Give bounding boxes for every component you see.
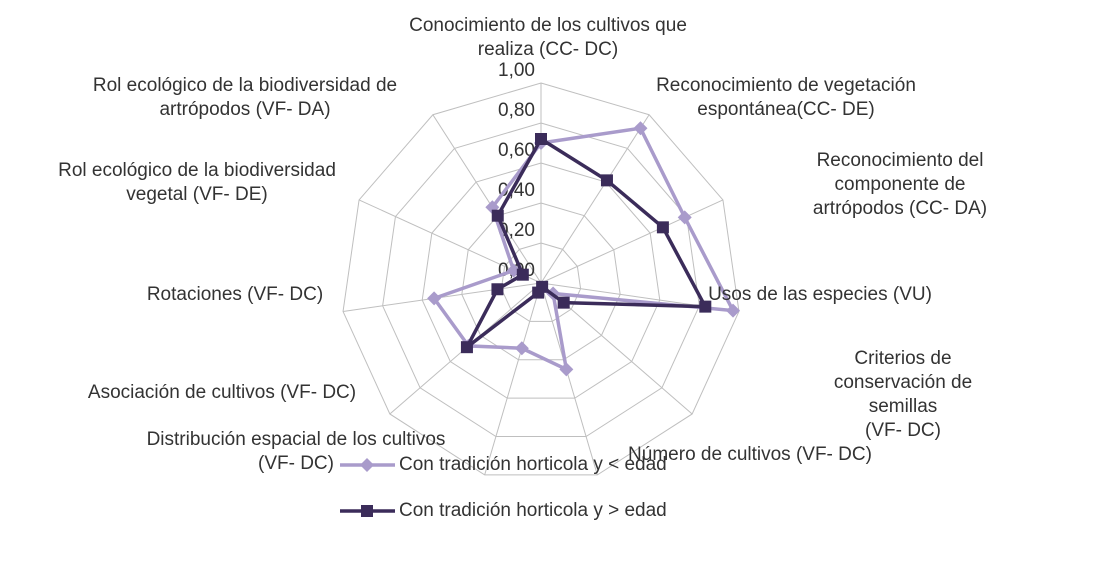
category-label: Distribución espacial de los cultivos (V… — [146, 429, 446, 474]
marker — [427, 291, 442, 306]
marker — [535, 133, 547, 145]
spoke — [432, 114, 542, 284]
marker — [516, 268, 529, 281]
category-label: Asociación de cultivos (VF- DC) — [87, 382, 357, 403]
r-tick-label: 1,00 — [498, 60, 535, 81]
category-label: Criterios de conservación de semillas (V… — [833, 348, 973, 441]
grid-ring — [382, 122, 700, 438]
marker — [677, 210, 692, 225]
marker — [726, 303, 741, 318]
spoke — [540, 282, 598, 476]
category-label: Reconocimiento de vegetación espontánea(… — [656, 75, 916, 120]
marker — [360, 458, 374, 472]
marker — [491, 209, 504, 222]
marker — [532, 286, 545, 299]
marker — [600, 174, 613, 187]
marker — [557, 296, 570, 309]
category-label: Conocimiento de los cultivos que realiza… — [409, 15, 687, 60]
series-line — [431, 126, 737, 373]
category-label: Usos de las especies (VU) — [708, 284, 932, 305]
spoke — [540, 199, 724, 284]
legend-label: Con tradición horticola y < edad — [399, 454, 667, 475]
spoke — [540, 114, 650, 284]
marker — [633, 121, 648, 136]
category-label: Rol ecológico de la biodiversidad de art… — [92, 75, 398, 120]
category-label: Reconocimiento del componente de artrópo… — [812, 150, 988, 219]
grid-ring — [500, 242, 582, 322]
grid-ring — [421, 162, 661, 399]
grid-ring — [461, 202, 621, 361]
marker — [656, 221, 669, 234]
marker — [514, 341, 529, 356]
grid-ring — [342, 82, 740, 476]
category-label: Rol ecológico de la biodiversidad vegeta… — [58, 160, 336, 205]
marker — [559, 362, 574, 377]
marker — [699, 300, 712, 313]
category-label: Número de cultivos (VF- DC) — [628, 444, 872, 465]
marker — [491, 283, 504, 296]
marker — [460, 341, 473, 354]
marker — [361, 505, 373, 517]
r-tick-label: 0,60 — [498, 140, 535, 161]
spoke — [484, 282, 542, 476]
category-label: Rotaciones (VF- DC) — [146, 284, 324, 305]
legend-label: Con tradición horticola y > edad — [399, 500, 667, 521]
r-tick-label: 0,80 — [498, 100, 535, 121]
